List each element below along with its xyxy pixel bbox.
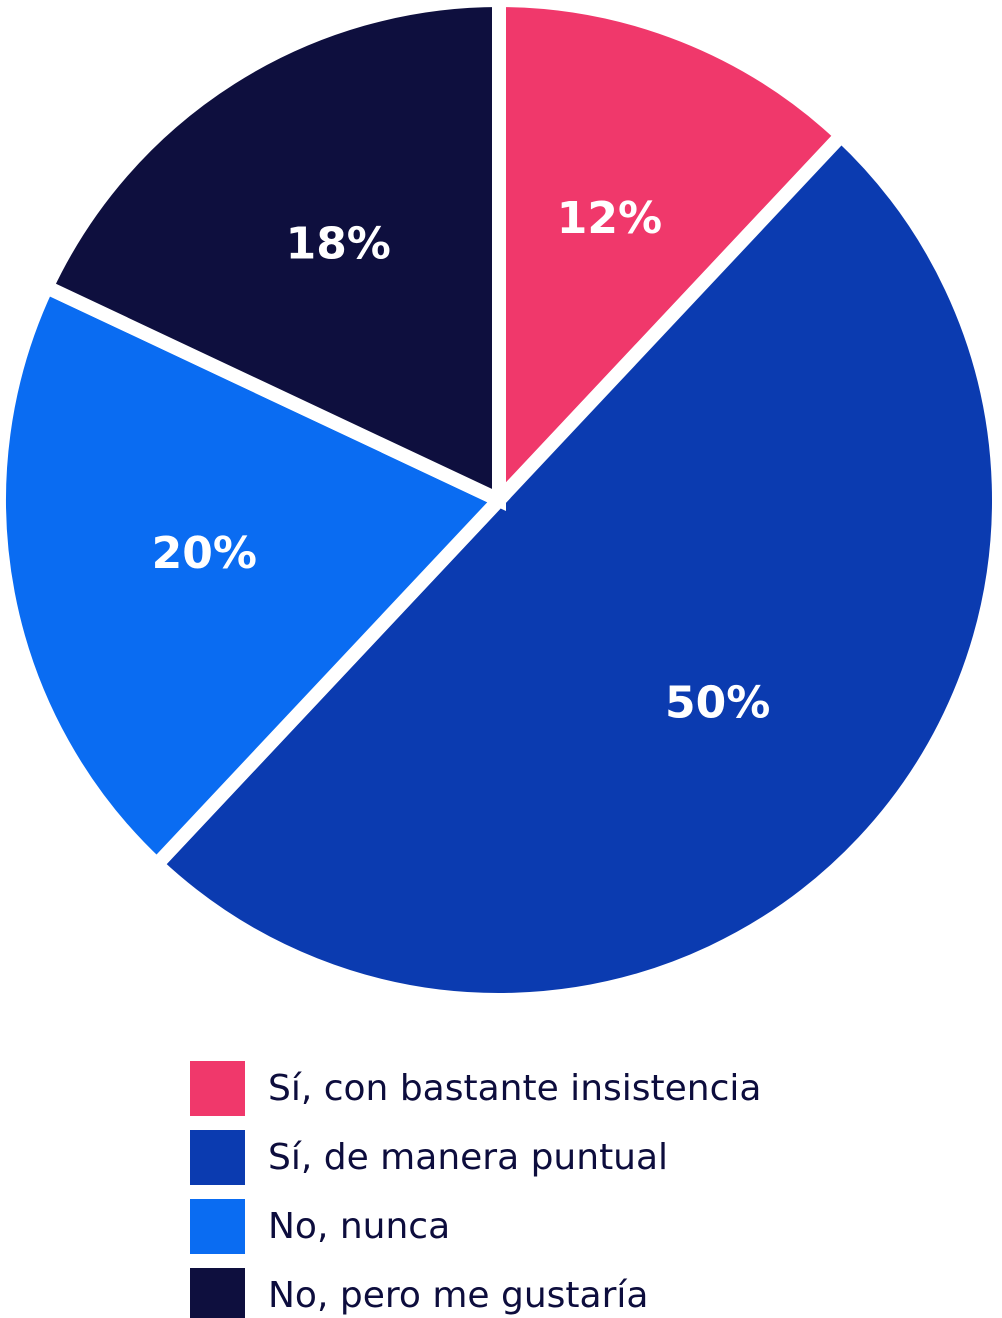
legend-label: Sí, con bastante insistencia: [268, 1068, 761, 1109]
legend-swatch: [190, 1061, 245, 1116]
legend-label: No, nunca: [268, 1206, 450, 1247]
legend-label: Sí, de manera puntual: [268, 1137, 668, 1178]
legend-swatch: [190, 1199, 245, 1254]
pie-slice: [146, 125, 1002, 1007]
pie-slice: [37, 0, 506, 512]
pie-slice: [0, 277, 511, 875]
data-label: 50%: [665, 677, 770, 728]
data-label: 20%: [152, 528, 257, 579]
legend-label: No, pero me gustaría: [268, 1275, 648, 1316]
data-label: 18%: [286, 219, 391, 270]
legend-swatch: [190, 1130, 245, 1185]
legend-swatch: [190, 1268, 245, 1318]
pie-slice: [492, 0, 852, 518]
data-label: 12%: [557, 193, 662, 244]
